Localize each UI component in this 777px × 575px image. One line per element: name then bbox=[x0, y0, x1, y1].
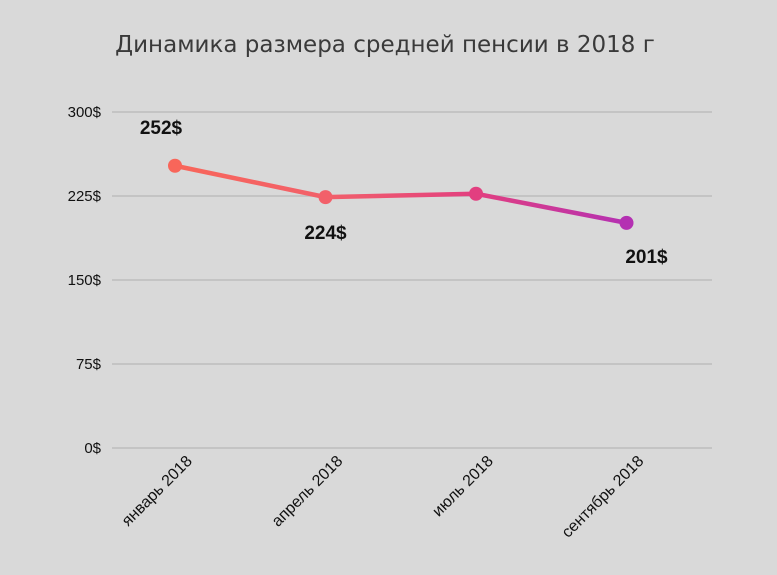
y-tick-label: 150$ bbox=[68, 272, 102, 289]
x-tick-label: январь 2018 bbox=[119, 453, 196, 530]
data-label: 224$ bbox=[304, 223, 347, 244]
y-tick-label: 75$ bbox=[76, 356, 102, 373]
data-point bbox=[619, 215, 634, 230]
y-tick-label: 225$ bbox=[68, 188, 102, 205]
chart-title: Динамика размера средней пенсии в 2018 г bbox=[115, 32, 655, 58]
data-point bbox=[168, 158, 182, 173]
data-point bbox=[318, 190, 333, 205]
x-tick-label: июль 2018 bbox=[429, 453, 496, 520]
series-line-segment bbox=[473, 191, 629, 226]
series-line-segment bbox=[323, 191, 479, 200]
y-tick-label: 300$ bbox=[68, 104, 102, 121]
data-label: 252$ bbox=[140, 118, 183, 139]
data-point bbox=[469, 186, 483, 201]
x-tick-label: апрель 2018 bbox=[269, 453, 347, 531]
y-tick-label: 0$ bbox=[84, 440, 101, 457]
data-label: 201$ bbox=[625, 247, 668, 268]
series-line-segment bbox=[172, 163, 328, 200]
x-tick-label: сентябрь 2018 bbox=[559, 453, 648, 542]
